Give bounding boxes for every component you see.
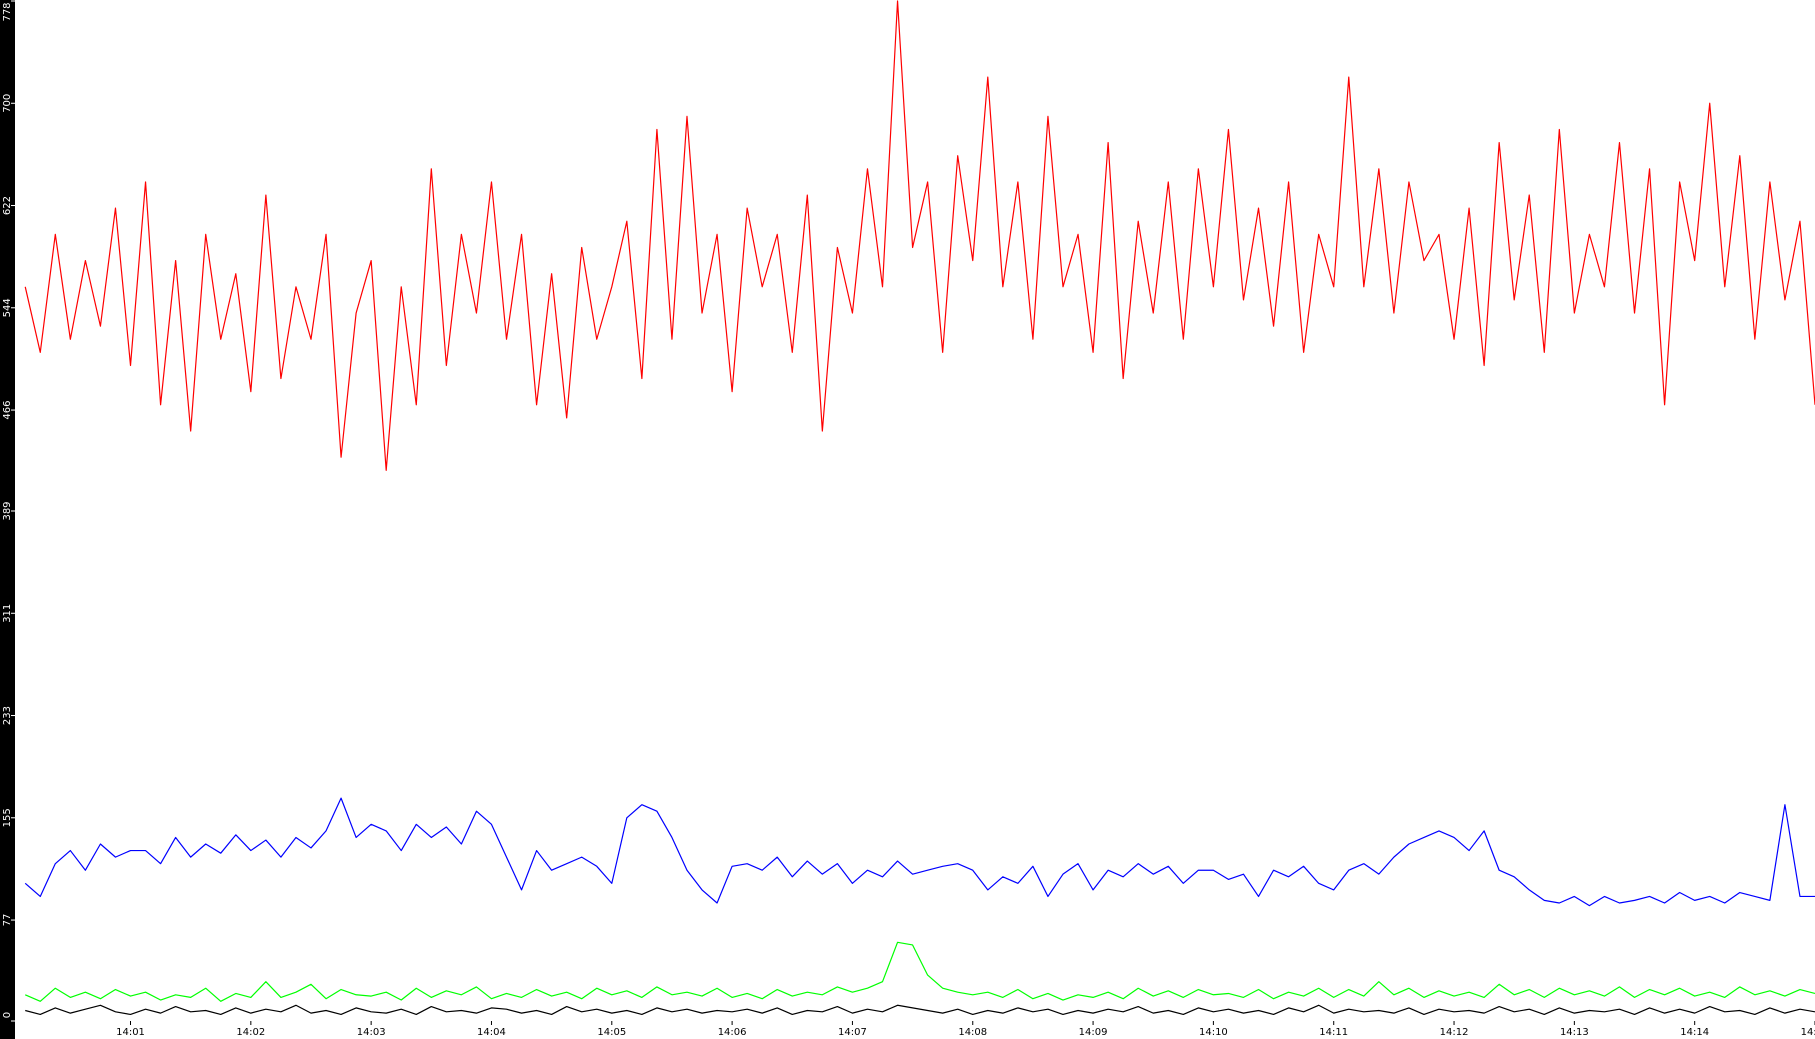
x-tick-label: 14:01: [116, 1027, 145, 1038]
series-line: [24, 797, 1815, 907]
x-tick-label: 14:07: [838, 1027, 867, 1038]
x-tick-label: 14:11: [1319, 1027, 1348, 1038]
x-tick-label: 14:04: [477, 1027, 506, 1038]
y-tick-label: 0: [2, 1012, 13, 1018]
x-tick-label: 14:02: [236, 1027, 265, 1038]
x-tick-label: 14:05: [597, 1027, 626, 1038]
y-tick-label: 700: [2, 94, 13, 113]
y-tick-label: 622: [2, 196, 13, 215]
x-tick-label: 14:08: [958, 1027, 987, 1038]
x-tick-label: 14:10: [1199, 1027, 1228, 1038]
x-tick-label: 14:03: [357, 1027, 386, 1038]
x-tick-label: 14:06: [718, 1027, 747, 1038]
y-tick-label: 233: [2, 706, 13, 725]
x-tick-label: 14:12: [1440, 1027, 1469, 1038]
y-tick-label: 155: [2, 808, 13, 827]
series-line: [24, 941, 1815, 1002]
y-axis-strip: [0, 0, 15, 1039]
y-tick-label: 311: [2, 604, 13, 623]
y-tick-label: 389: [2, 501, 13, 520]
x-tick-label: 14:09: [1079, 1027, 1108, 1038]
y-tick-label: 778: [2, 2, 13, 21]
x-tick-label: 14:14: [1680, 1027, 1709, 1038]
series-line: [25, 1004, 1815, 1016]
y-tick-label: 77: [2, 914, 13, 927]
x-tick-label: 14:13: [1560, 1027, 1589, 1038]
y-tick-label: 544: [2, 298, 13, 317]
x-tick-label: 14:15: [1801, 1027, 1815, 1038]
series-line: [24, 0, 1815, 471]
y-tick-label: 466: [2, 401, 13, 420]
